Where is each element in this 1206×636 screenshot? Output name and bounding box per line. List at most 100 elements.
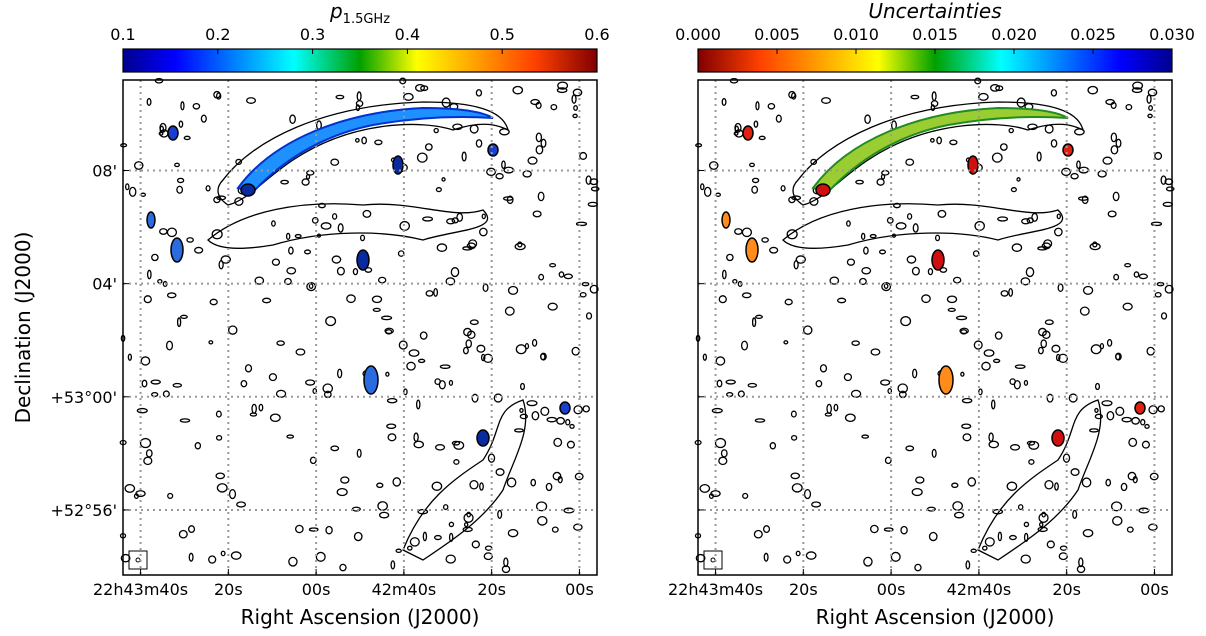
- y-tick-label: +53°00': [50, 388, 117, 407]
- contour: [540, 353, 546, 361]
- contour: [294, 233, 302, 239]
- contour: [725, 379, 736, 385]
- contour: [445, 277, 456, 286]
- contour: [1037, 246, 1048, 251]
- contour: [1124, 262, 1132, 268]
- contour: [1105, 478, 1112, 487]
- contour: [286, 266, 297, 275]
- x-tick-label: 20s: [477, 580, 506, 599]
- contour: [809, 197, 819, 206]
- contour: [1126, 526, 1134, 533]
- contour: [1125, 103, 1133, 111]
- contour: [1131, 416, 1140, 425]
- contour: [1055, 353, 1061, 362]
- contour: [788, 196, 796, 204]
- contour: [741, 227, 753, 238]
- contour: [990, 83, 1000, 92]
- beam: [710, 557, 716, 563]
- contour: [1090, 344, 1102, 355]
- contour: [959, 327, 969, 335]
- contour: [978, 388, 983, 396]
- contour: [466, 511, 472, 518]
- contour: [140, 192, 147, 197]
- contour: [1008, 534, 1017, 541]
- contour: [695, 553, 706, 563]
- contour: [451, 440, 461, 446]
- contour: [507, 528, 519, 538]
- emission: [559, 401, 571, 415]
- contour: [960, 371, 965, 377]
- contour: [782, 203, 1064, 249]
- contour: [1008, 127, 1014, 134]
- contour: [784, 298, 793, 306]
- contour: [1026, 440, 1036, 446]
- contour: [289, 114, 296, 125]
- contour: [1110, 101, 1117, 110]
- contour: [1164, 284, 1174, 294]
- title-symbol: Uncertainties: [868, 0, 1001, 23]
- contour: [537, 191, 545, 202]
- contour: [999, 143, 1008, 151]
- contour: [305, 379, 316, 386]
- contour: [1023, 379, 1029, 386]
- x-tick-label: 20s: [1052, 580, 1081, 599]
- contour: [208, 555, 217, 564]
- contour: [1092, 241, 1098, 248]
- contour: [734, 228, 743, 235]
- contour: [912, 368, 918, 379]
- contour: [476, 344, 486, 353]
- contour: [732, 278, 738, 284]
- contour: [143, 456, 153, 466]
- contour: [1077, 196, 1089, 201]
- contour: [992, 358, 1001, 364]
- contour: [988, 432, 994, 443]
- contour: [769, 246, 779, 254]
- contour: [876, 178, 885, 186]
- contour: [1112, 191, 1120, 202]
- contour: [166, 292, 177, 299]
- contour: [424, 143, 433, 151]
- contour: [251, 403, 257, 414]
- emission: [167, 125, 179, 141]
- contour: [420, 85, 429, 92]
- contour: [154, 77, 164, 84]
- contour: [399, 77, 407, 85]
- contour: [1106, 410, 1115, 421]
- contour: [497, 509, 503, 519]
- contour: [448, 379, 454, 386]
- emission: [742, 125, 754, 141]
- y-tick-label: +52°56': [50, 501, 117, 520]
- contour: [540, 138, 547, 148]
- contour: [846, 258, 856, 266]
- contour: [431, 481, 443, 491]
- contour: [207, 203, 489, 249]
- contour: [575, 221, 588, 227]
- contour: [1131, 87, 1143, 94]
- beam-box: [703, 550, 723, 570]
- plot-frame: [122, 79, 598, 576]
- contour: [448, 532, 454, 543]
- contour: [803, 325, 813, 335]
- contour: [413, 440, 425, 449]
- contour: [955, 315, 968, 321]
- contour: [288, 556, 298, 567]
- emission: [721, 211, 731, 229]
- contour: [1147, 113, 1153, 119]
- contour: [1082, 528, 1094, 538]
- contour: [501, 160, 506, 170]
- contour: [493, 393, 503, 403]
- contour: [435, 187, 442, 193]
- contour: [1010, 187, 1017, 193]
- contour: [1020, 277, 1031, 286]
- contour: [815, 379, 823, 388]
- contour: [453, 459, 460, 465]
- contour: [790, 434, 798, 441]
- contour: [330, 445, 340, 452]
- contour: [981, 545, 988, 551]
- contour: [1008, 287, 1014, 297]
- contour: [519, 382, 526, 391]
- contour: [721, 97, 727, 107]
- contour: [438, 380, 446, 390]
- contour: [1006, 481, 1018, 491]
